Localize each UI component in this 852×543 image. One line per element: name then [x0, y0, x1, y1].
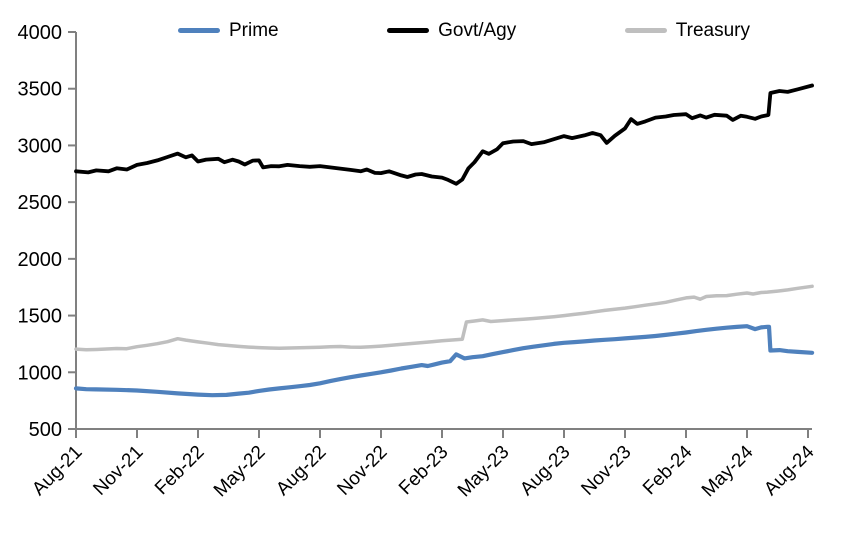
govt-agy-line-swatch-icon	[387, 28, 430, 33]
chart-legend: Prime Govt/Agy Treasury	[178, 21, 750, 40]
x-axis-tick-label: May-23	[454, 442, 514, 502]
series-line-prime	[73, 324, 815, 398]
series-line-treasury	[74, 284, 814, 352]
y-axis-tick-label: 500	[29, 419, 62, 441]
y-axis-tick-label: 3500	[18, 79, 63, 101]
series-line-govt-agy	[74, 83, 814, 186]
x-axis-tick-label: Nov-21	[89, 442, 147, 500]
x-axis-tick-label: Aug-23	[516, 442, 574, 500]
x-axis-tick-label: Feb-24	[639, 441, 697, 499]
x-axis-tick-label: Feb-23	[395, 442, 452, 499]
y-axis-tick-label: 4000	[18, 22, 63, 44]
y-axis-tick-label: 3000	[18, 135, 63, 157]
x-axis-tick-label: May-22	[210, 442, 270, 502]
treasury-line-swatch-icon	[624, 28, 667, 33]
x-axis-tick-label: Nov-22	[333, 442, 391, 500]
legend-label-prime: Prime	[229, 20, 279, 41]
legend-label-govt-agy: Govt/Agy	[438, 20, 517, 41]
legend-label-treasury: Treasury	[675, 20, 750, 41]
x-axis-tick-label: May-24	[698, 441, 758, 501]
x-axis-tick-label: Aug-24	[760, 441, 818, 499]
legend-item-govt-agy: Govt/Agy	[387, 21, 516, 40]
y-axis-tick-label: 1000	[18, 362, 63, 384]
y-axis-tick-label: 1500	[18, 306, 63, 328]
y-axis-tick-label: 2000	[18, 249, 63, 271]
x-axis-tick-label: Aug-21	[28, 442, 86, 500]
prime-line-swatch-icon	[178, 28, 220, 33]
y-axis-tick-label: 2500	[18, 192, 63, 214]
legend-item-treasury: Treasury	[624, 20, 750, 41]
axis-lines	[75, 32, 812, 430]
x-axis-tick-label: Nov-23	[577, 442, 635, 500]
legend-item-prime: Prime	[178, 21, 279, 40]
x-axis-tick-label: Aug-22	[272, 442, 330, 500]
x-axis-tick-label: Feb-22	[151, 442, 208, 499]
